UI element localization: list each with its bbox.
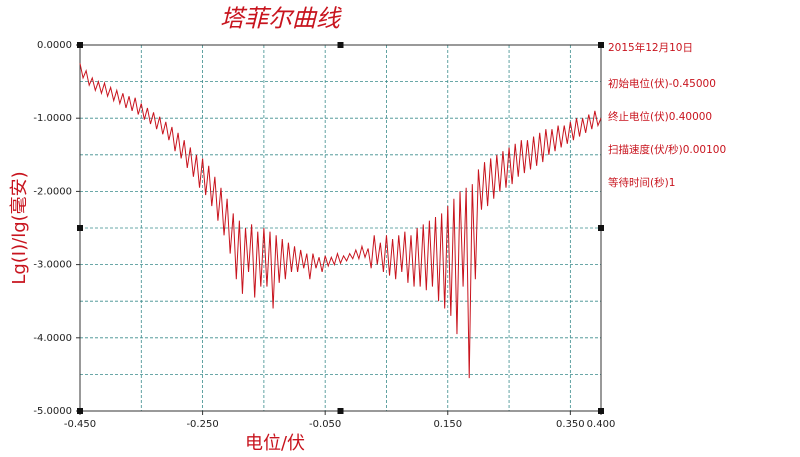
handle [598, 225, 604, 231]
x-tick-label: 0.350 [556, 419, 585, 430]
annotation: 初始电位(伏)-0.45000 [608, 77, 716, 90]
annotation: 终止电位(伏)0.40000 [608, 110, 712, 123]
data-line [79, 63, 602, 379]
x-tick-label: 0.150 [433, 419, 462, 430]
handle [77, 408, 83, 414]
annotation: 等待时间(秒)1 [608, 176, 675, 189]
chart-title: 塔菲尔曲线 [220, 5, 342, 33]
handle [598, 42, 604, 48]
y-tick-label: -5.0000 [33, 406, 72, 417]
handle [337, 408, 344, 414]
x-tick-label: -0.450 [64, 419, 96, 430]
x-tick-label: -0.050 [309, 419, 341, 430]
handle [77, 42, 83, 48]
x-axis-label: 电位/伏 [245, 433, 305, 454]
x-tick-label: 0.400 [587, 419, 616, 430]
y-tick-label: -1.0000 [33, 113, 72, 124]
y-tick-label: -2.0000 [33, 186, 72, 197]
annotation: 2015年12月10日 [608, 41, 693, 54]
y-tick-label: -4.0000 [33, 333, 72, 344]
handle [77, 225, 83, 231]
y-axis-label: Lg(I)/lg(毫安) [9, 171, 30, 284]
x-tick-label: -0.250 [186, 419, 218, 430]
handle [337, 42, 344, 48]
annotation: 扫描速度(伏/秒)0.00100 [608, 143, 726, 156]
y-tick-label: -3.0000 [33, 260, 72, 271]
handle [598, 408, 604, 414]
y-tick-label: 0.0000 [37, 40, 72, 51]
